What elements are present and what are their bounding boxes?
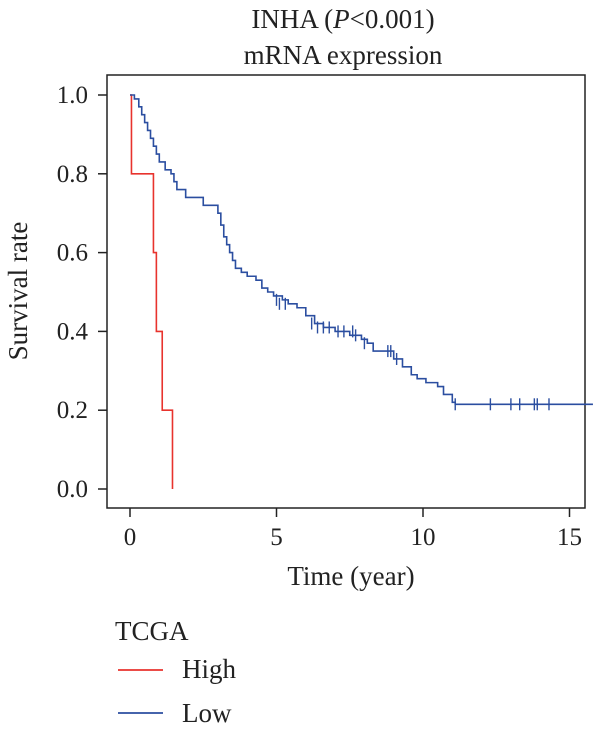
y-axis: 0.0 0.2 0.4 0.6 0.8 1.0 xyxy=(57,82,107,503)
x-axis: 0 5 10 15 xyxy=(124,508,582,551)
x-tick-label: 5 xyxy=(270,524,283,551)
series-layer xyxy=(130,94,593,489)
y-tick-label: 0.2 xyxy=(57,397,88,424)
y-tick-label: 1.0 xyxy=(57,82,88,109)
x-tick-label: 0 xyxy=(124,524,137,551)
y-axis-label: Survival rate xyxy=(3,222,33,361)
plot-frame xyxy=(106,74,586,509)
legend-title: TCGA xyxy=(115,616,189,646)
legend-label-high: High xyxy=(182,654,237,684)
y-tick-label: 0.8 xyxy=(57,161,88,188)
chart-title: INHA (P<0.001) xyxy=(251,4,434,34)
y-tick-label: 0.4 xyxy=(57,318,89,345)
chart-subtitle: mRNA expression xyxy=(244,40,443,70)
x-tick-label: 15 xyxy=(557,524,582,551)
series-line-low xyxy=(130,94,593,406)
series-line-high xyxy=(130,94,174,489)
x-axis-label: Time (year) xyxy=(287,561,414,591)
y-tick-label: 0.6 xyxy=(57,240,88,267)
legend: TCGA High Low xyxy=(115,616,237,728)
legend-label-low: Low xyxy=(182,698,232,728)
y-tick-label: 0.0 xyxy=(57,476,88,503)
x-tick-label: 10 xyxy=(411,524,436,551)
